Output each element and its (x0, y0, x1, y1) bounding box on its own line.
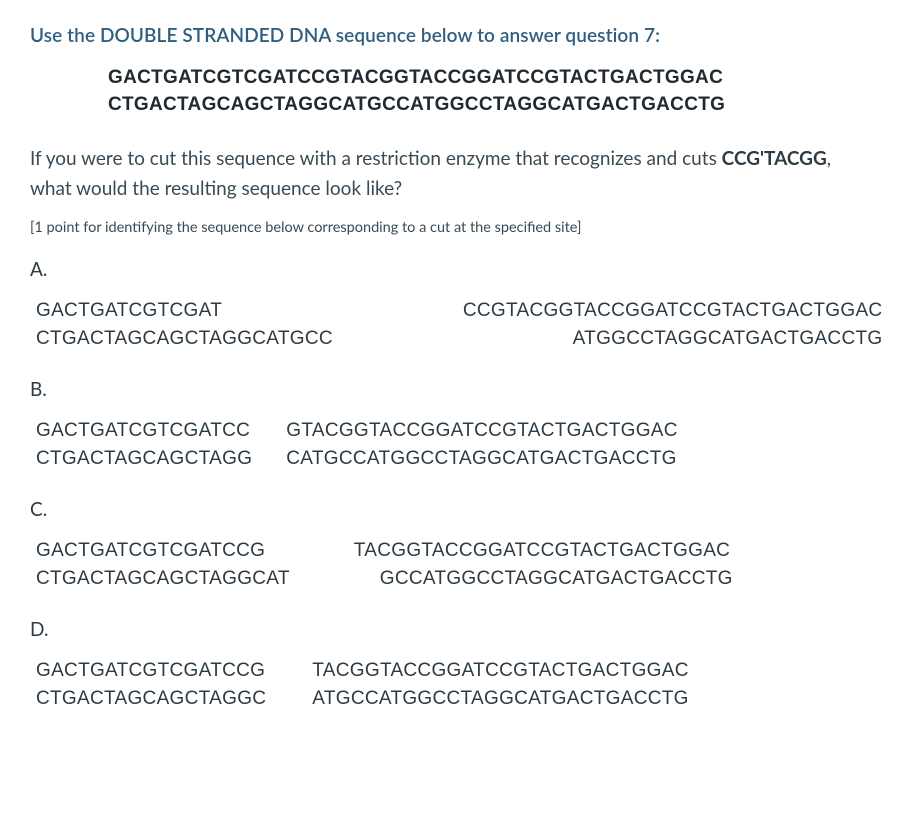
option-b-left-top: GACTGATCGTCGATCC (36, 417, 252, 445)
option-c[interactable]: GACTGATCGTCGATCCG CTGACTAGCAGCTAGGCAT TA… (36, 537, 869, 592)
option-a-left-top: GACTGATCGTCGAT (36, 297, 333, 325)
rubric-text: [1 point for identifying the sequence be… (30, 219, 869, 236)
option-d-right-fragment: TACGGTACCGGATCCGTACTGACTGGAC ATGCCATGGCC… (312, 657, 688, 712)
option-a-left-bottom: CTGACTAGCAGCTAGGCATGCC (36, 325, 333, 353)
option-a[interactable]: GACTGATCGTCGAT CTGACTAGCAGCTAGGCATGCC CC… (36, 297, 869, 352)
option-c-right-bottom: GCCATGGCCTAGGCATGACTGACCTG (354, 565, 733, 593)
restriction-site: CCG'TACGG (722, 147, 827, 170)
option-d-right-top: TACGGTACCGGATCCGTACTGACTGGAC (312, 657, 688, 685)
option-d-left-bottom: CTGACTAGCAGCTAGGC (36, 685, 266, 713)
option-d-right-bottom: ATGCCATGGCCTAGGCATGACTGACCTG (312, 685, 688, 713)
option-c-left-bottom: CTGACTAGCAGCTAGGCAT (36, 565, 290, 593)
option-d-left-top: GACTGATCGTCGATCCG (36, 657, 266, 685)
question-text: If you were to cut this sequence with a … (30, 144, 869, 203)
instruction-heading: Use the DOUBLE STRANDED DNA sequence bel… (30, 24, 869, 47)
option-a-right-top: CCGTACGGTACCGGATCCGTACTGACTGGAC (463, 297, 883, 325)
option-b[interactable]: GACTGATCGTCGATCC CTGACTAGCAGCTAGG GTACGG… (36, 417, 869, 472)
dna-sequence-block: GACTGATCGTCGATCCGTACGGTACCGGATCCGTACTGAC… (108, 65, 869, 118)
question-page: Use the DOUBLE STRANDED DNA sequence bel… (0, 0, 899, 768)
option-b-right-bottom: CATGCCATGGCCTAGGCATGACTGACCTG (286, 445, 678, 473)
option-label-c: C. (30, 498, 869, 521)
option-b-right-fragment: GTACGGTACCGGATCCGTACTGACTGGAC CATGCCATGG… (286, 417, 678, 472)
option-d[interactable]: GACTGATCGTCGATCCG CTGACTAGCAGCTAGGC TACG… (36, 657, 869, 712)
dna-bottom-strand: CTGACTAGCAGCTAGGCATGCCATGGCCTAGGCATGACTG… (108, 92, 869, 119)
option-label-a: A. (30, 258, 869, 281)
option-c-left-top: GACTGATCGTCGATCCG (36, 537, 290, 565)
option-a-right-bottom: ATGGCCTAGGCATGACTGACCTG (573, 325, 883, 353)
option-c-right-top: TACGGTACCGGATCCGTACTGACTGGAC (354, 537, 730, 565)
option-d-left-fragment: GACTGATCGTCGATCCG CTGACTAGCAGCTAGGC (36, 657, 266, 712)
option-c-left-fragment: GACTGATCGTCGATCCG CTGACTAGCAGCTAGGCAT (36, 537, 290, 592)
question-pre: If you were to cut this sequence with a … (30, 147, 722, 170)
option-label-d: D. (30, 618, 869, 641)
option-b-right-top: GTACGGTACCGGATCCGTACTGACTGGAC (286, 417, 678, 445)
option-b-left-fragment: GACTGATCGTCGATCC CTGACTAGCAGCTAGG (36, 417, 252, 472)
option-a-right-fragment: CCGTACGGTACCGGATCCGTACTGACTGGAC ATGGCCTA… (463, 297, 883, 352)
dna-top-strand: GACTGATCGTCGATCCGTACGGTACCGGATCCGTACTGAC… (108, 65, 869, 92)
option-label-b: B. (30, 378, 869, 401)
option-b-left-bottom: CTGACTAGCAGCTAGG (36, 445, 252, 473)
option-a-left-fragment: GACTGATCGTCGAT CTGACTAGCAGCTAGGCATGCC (36, 297, 333, 352)
option-c-right-fragment: TACGGTACCGGATCCGTACTGACTGGAC GCCATGGCCTA… (354, 537, 733, 592)
